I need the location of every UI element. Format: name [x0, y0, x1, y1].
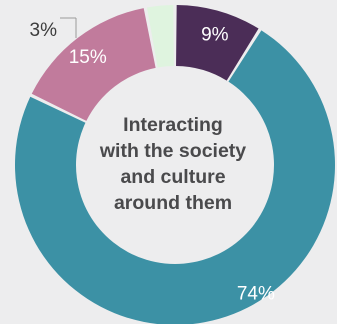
- slice-value-label: 9%: [201, 24, 229, 45]
- center-label-line-1: Interacting: [123, 114, 223, 136]
- slices-layer: [15, 5, 335, 324]
- center-label-line-2: with the society: [99, 140, 246, 162]
- donut-slice-9pct: [176, 5, 259, 81]
- slice-value-label: 15%: [69, 47, 107, 68]
- donut-slice-74pct: [15, 30, 335, 324]
- slice-value-label: 3%: [30, 20, 58, 41]
- center-label-line-4: around them: [114, 192, 232, 214]
- slice-value-label: 74%: [237, 284, 275, 305]
- donut-slice-15pct: [31, 8, 156, 121]
- labels-layer: 9% 74% 15% 3%: [30, 20, 275, 305]
- center-label-line-3: and culture: [120, 166, 225, 188]
- donut-slice-3pct: [146, 5, 174, 68]
